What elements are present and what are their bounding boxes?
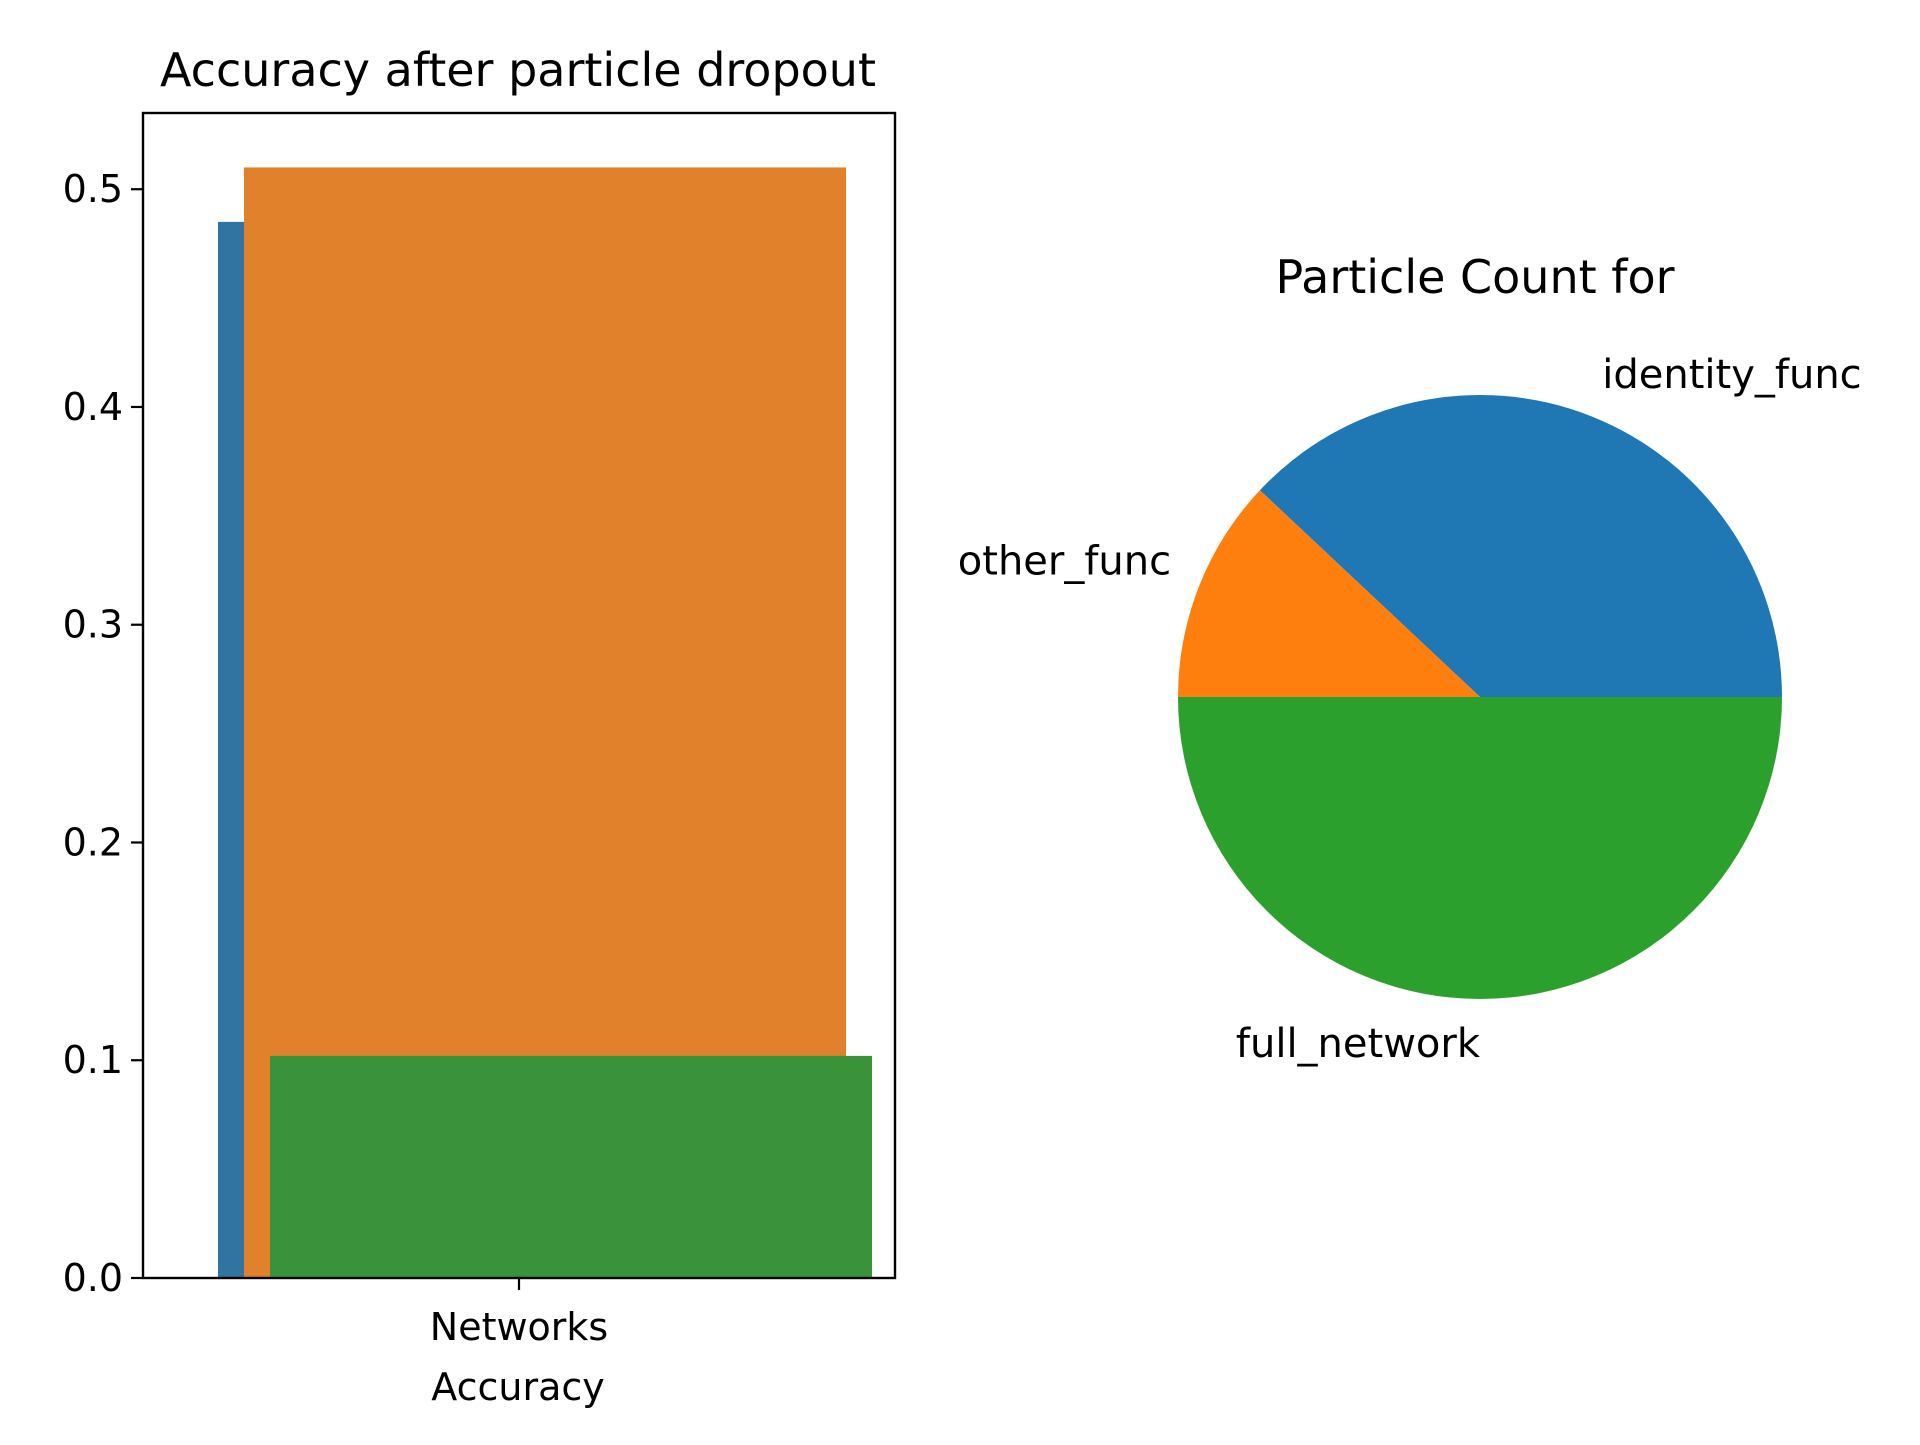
pie-label-identity-func: identity_func (1602, 352, 1861, 398)
pie-label-full-network: full_network (1236, 1021, 1481, 1067)
y-tick-label: 0.0 (63, 1256, 123, 1300)
x-axis-ticks: Networks (430, 1278, 608, 1349)
pie-label-other-func: other_func (958, 539, 1171, 585)
y-tick-label: 0.1 (63, 1038, 123, 1082)
pie-chart: identity_func other_func full_network (958, 352, 1862, 1067)
pie-slice-full-network (1178, 697, 1782, 999)
bar-chart-title: Accuracy after particle dropout (160, 43, 876, 97)
pie-chart-title: Particle Count for (1275, 250, 1674, 304)
y-tick-label: 0.4 (63, 385, 123, 429)
bar-series-3 (270, 1055, 872, 1278)
pie-slice-other-func (1178, 490, 1480, 697)
x-axis-label: Accuracy (431, 1365, 605, 1409)
bar-series-group (218, 167, 872, 1279)
pie-slice-identity-func (1259, 394, 1782, 697)
y-axis-ticks: 0.0 0.1 0.2 0.3 0.4 0.5 (63, 167, 143, 1300)
y-tick-label: 0.2 (63, 820, 123, 864)
y-tick-label: 0.3 (63, 603, 123, 647)
x-tick-label: Networks (430, 1305, 608, 1349)
y-tick-label: 0.5 (63, 167, 123, 211)
